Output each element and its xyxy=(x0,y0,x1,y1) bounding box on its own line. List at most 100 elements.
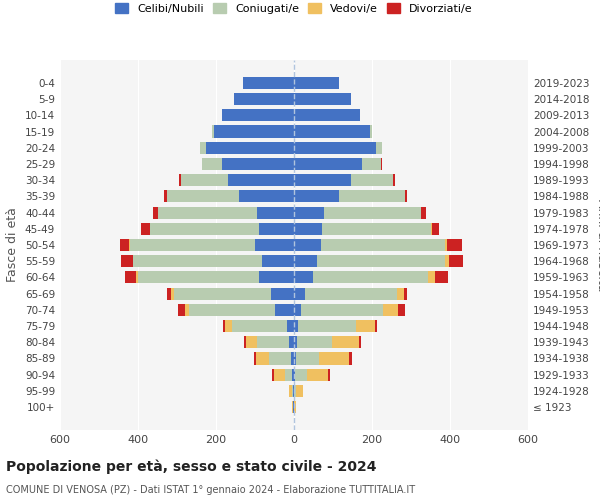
Bar xyxy=(398,304,405,316)
Bar xyxy=(226,320,232,332)
Bar xyxy=(294,255,317,268)
Bar xyxy=(222,109,294,122)
Bar xyxy=(296,352,319,364)
Bar xyxy=(287,320,294,332)
Bar xyxy=(294,288,305,300)
Bar xyxy=(289,385,292,397)
Bar xyxy=(141,222,150,235)
Bar xyxy=(179,174,181,186)
Bar xyxy=(185,304,190,316)
Bar xyxy=(320,239,445,251)
Bar xyxy=(269,352,291,364)
Bar xyxy=(376,142,382,154)
Bar xyxy=(292,368,294,381)
Bar xyxy=(255,239,294,251)
Bar xyxy=(171,288,174,300)
Bar xyxy=(349,352,352,364)
Bar xyxy=(294,174,350,186)
Bar xyxy=(247,336,257,348)
Bar xyxy=(294,206,325,218)
Bar xyxy=(239,190,294,202)
Bar xyxy=(274,368,284,381)
Bar xyxy=(167,190,239,202)
Bar xyxy=(319,352,349,364)
Bar xyxy=(150,222,259,235)
Bar xyxy=(383,304,398,316)
Bar xyxy=(297,336,332,348)
Bar xyxy=(294,190,339,202)
Bar xyxy=(256,352,269,364)
Bar xyxy=(381,158,382,170)
Bar xyxy=(178,304,185,316)
Bar xyxy=(294,126,370,138)
Bar xyxy=(174,288,271,300)
Bar xyxy=(125,272,136,283)
Bar xyxy=(432,222,439,235)
Bar xyxy=(332,336,359,348)
Bar xyxy=(295,401,296,413)
Bar xyxy=(294,320,298,332)
Y-axis label: Fasce di età: Fasce di età xyxy=(7,208,19,282)
Bar xyxy=(244,77,294,89)
Bar xyxy=(296,385,304,397)
Bar xyxy=(214,126,294,138)
Bar xyxy=(202,158,222,170)
Bar xyxy=(405,190,407,202)
Y-axis label: Anni di nascita: Anni di nascita xyxy=(595,198,600,291)
Bar xyxy=(294,239,320,251)
Bar xyxy=(133,255,262,268)
Bar xyxy=(375,320,377,332)
Bar xyxy=(257,206,294,218)
Bar xyxy=(325,206,421,218)
Bar xyxy=(206,142,294,154)
Bar xyxy=(294,272,313,283)
Bar xyxy=(294,142,376,154)
Bar xyxy=(328,368,330,381)
Bar xyxy=(244,336,247,348)
Bar xyxy=(259,222,294,235)
Bar xyxy=(350,174,392,186)
Bar xyxy=(293,385,294,397)
Bar xyxy=(370,126,372,138)
Bar xyxy=(294,352,296,364)
Bar xyxy=(294,336,297,348)
Bar xyxy=(317,255,445,268)
Bar xyxy=(322,222,431,235)
Bar xyxy=(289,336,294,348)
Bar xyxy=(435,272,448,283)
Bar xyxy=(294,109,360,122)
Bar xyxy=(294,77,339,89)
Bar xyxy=(294,304,301,316)
Bar xyxy=(295,385,296,397)
Bar xyxy=(138,272,259,283)
Bar xyxy=(291,352,294,364)
Bar xyxy=(157,206,257,218)
Bar xyxy=(392,174,395,186)
Bar xyxy=(305,288,397,300)
Bar xyxy=(301,304,383,316)
Bar xyxy=(167,288,171,300)
Bar xyxy=(362,158,381,170)
Bar xyxy=(397,288,404,300)
Bar xyxy=(445,255,449,268)
Bar xyxy=(181,174,228,186)
Bar xyxy=(200,142,206,154)
Bar xyxy=(428,272,435,283)
Bar xyxy=(445,239,447,251)
Bar xyxy=(121,255,133,268)
Bar xyxy=(232,320,287,332)
Bar xyxy=(431,222,432,235)
Bar xyxy=(233,93,294,105)
Bar xyxy=(356,320,375,332)
Bar xyxy=(272,368,274,381)
Bar xyxy=(294,368,295,381)
Bar xyxy=(447,239,462,251)
Bar xyxy=(130,239,255,251)
Bar xyxy=(293,401,294,413)
Bar xyxy=(359,336,361,348)
Bar xyxy=(339,190,405,202)
Bar xyxy=(164,190,167,202)
Bar xyxy=(136,272,138,283)
Bar xyxy=(294,93,350,105)
Bar xyxy=(190,304,275,316)
